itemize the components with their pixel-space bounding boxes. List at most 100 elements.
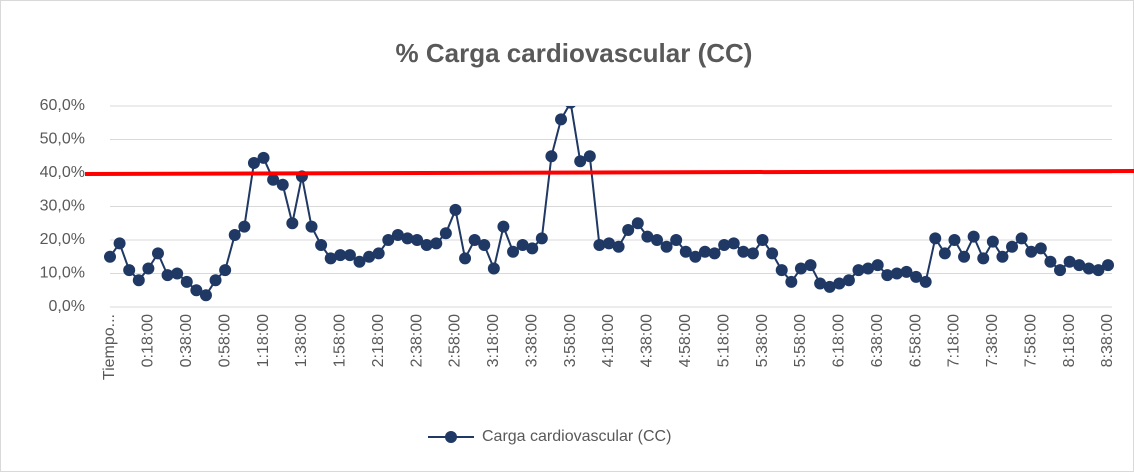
data-point [555,113,568,126]
x-tick-label: 4:38:00 [639,314,656,367]
data-point [1006,240,1019,253]
data-point [910,270,923,283]
data-point [612,240,625,253]
data-point [862,262,875,275]
data-point [151,247,164,260]
data-point [967,230,980,243]
data-point [228,228,241,241]
x-tick-label: 0:58:00 [216,314,233,367]
data-point [794,262,807,275]
x-tick-label: 4:58:00 [677,314,694,367]
y-tick-label: 60,0% [40,97,85,114]
data-point [1063,255,1076,268]
legend-marker [445,431,457,443]
data-point [737,245,750,258]
data-point [986,235,999,248]
x-tick-label: 1:18:00 [255,314,272,367]
data-point [871,259,884,272]
data-point [785,275,798,288]
data-point [593,239,606,252]
data-point [1082,262,1095,275]
y-tick-label: 10,0% [40,265,85,282]
x-tick-label: 5:58:00 [792,314,809,367]
data-point [305,220,318,233]
data-point [343,249,356,262]
data-point [180,275,193,288]
data-point [1092,264,1105,277]
data-point [257,151,270,164]
data-point [219,264,232,277]
y-tick-label: 50,0% [40,131,85,148]
data-point [286,217,299,230]
data-point [823,280,836,293]
data-point [833,277,846,290]
data-point [574,155,587,168]
data-point [814,277,827,290]
data-point [670,234,683,246]
data-point [420,239,433,252]
data-point [1034,242,1047,255]
data-point [756,234,769,246]
data-point [919,275,932,288]
x-tick-label: 3:38:00 [523,314,540,367]
data-point [938,247,951,260]
x-tick-label: 4:18:00 [600,314,617,367]
data-point [977,252,990,265]
data-point [603,237,615,250]
data-point [650,234,663,246]
data-point [958,250,971,263]
x-tick-label: 2:18:00 [370,314,387,367]
data-point [113,237,126,250]
x-tick-label: 3:18:00 [485,314,502,367]
x-tick-label: 8:18:00 [1061,314,1078,367]
x-tick-label: 1:58:00 [332,314,349,367]
data-point [679,245,692,258]
data-point [881,269,894,282]
y-tick-label: 40,0% [40,164,85,181]
data-point [718,239,731,252]
data-point [996,250,1009,263]
y-tick-label: 0,0% [49,298,85,315]
data-point [1015,232,1028,245]
data-point [449,203,462,216]
data-point [1044,255,1057,268]
data-point [171,267,184,280]
data-point [1102,259,1114,272]
data-point [746,247,759,260]
data-point [487,262,500,275]
data-point [372,247,385,260]
threshold-line [84,169,1134,176]
data-point [315,239,328,252]
data-point [641,230,654,243]
x-tick-label: 0:18:00 [140,314,157,367]
data-point [1054,264,1067,277]
data-point [161,269,174,282]
data-point [775,264,788,277]
data-point [478,239,491,252]
x-tick-label: 5:18:00 [715,314,732,367]
data-point [324,252,337,265]
data-point [391,228,404,241]
plot-area [104,106,1114,302]
data-point [199,289,212,302]
x-tick-label: 3:58:00 [562,314,579,367]
data-point [766,247,779,260]
data-point [104,250,116,263]
x-tick-label: 6:58:00 [907,314,924,367]
data-point [929,232,942,245]
data-point [238,220,251,233]
data-point [842,274,855,287]
chart-title: % Carga cardiovascular (CC) [396,38,753,68]
x-tick-label: 6:38:00 [869,314,886,367]
data-point [727,237,740,250]
data-point [411,234,424,246]
x-tick-label: 2:58:00 [447,314,464,367]
data-point [631,217,644,230]
data-point [565,106,576,109]
data-point [267,173,280,186]
data-point [507,245,520,258]
data-point [545,150,558,163]
data-point [890,267,903,280]
